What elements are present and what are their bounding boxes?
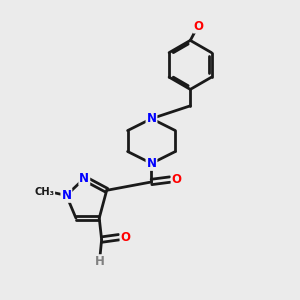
Text: O: O	[172, 173, 182, 186]
Text: N: N	[61, 189, 71, 202]
Text: N: N	[146, 157, 157, 170]
Text: CH₃: CH₃	[34, 187, 54, 197]
Text: O: O	[121, 231, 130, 244]
Text: N: N	[146, 112, 157, 125]
Text: H: H	[95, 255, 105, 268]
Text: N: N	[79, 172, 89, 185]
Text: O: O	[194, 20, 204, 33]
